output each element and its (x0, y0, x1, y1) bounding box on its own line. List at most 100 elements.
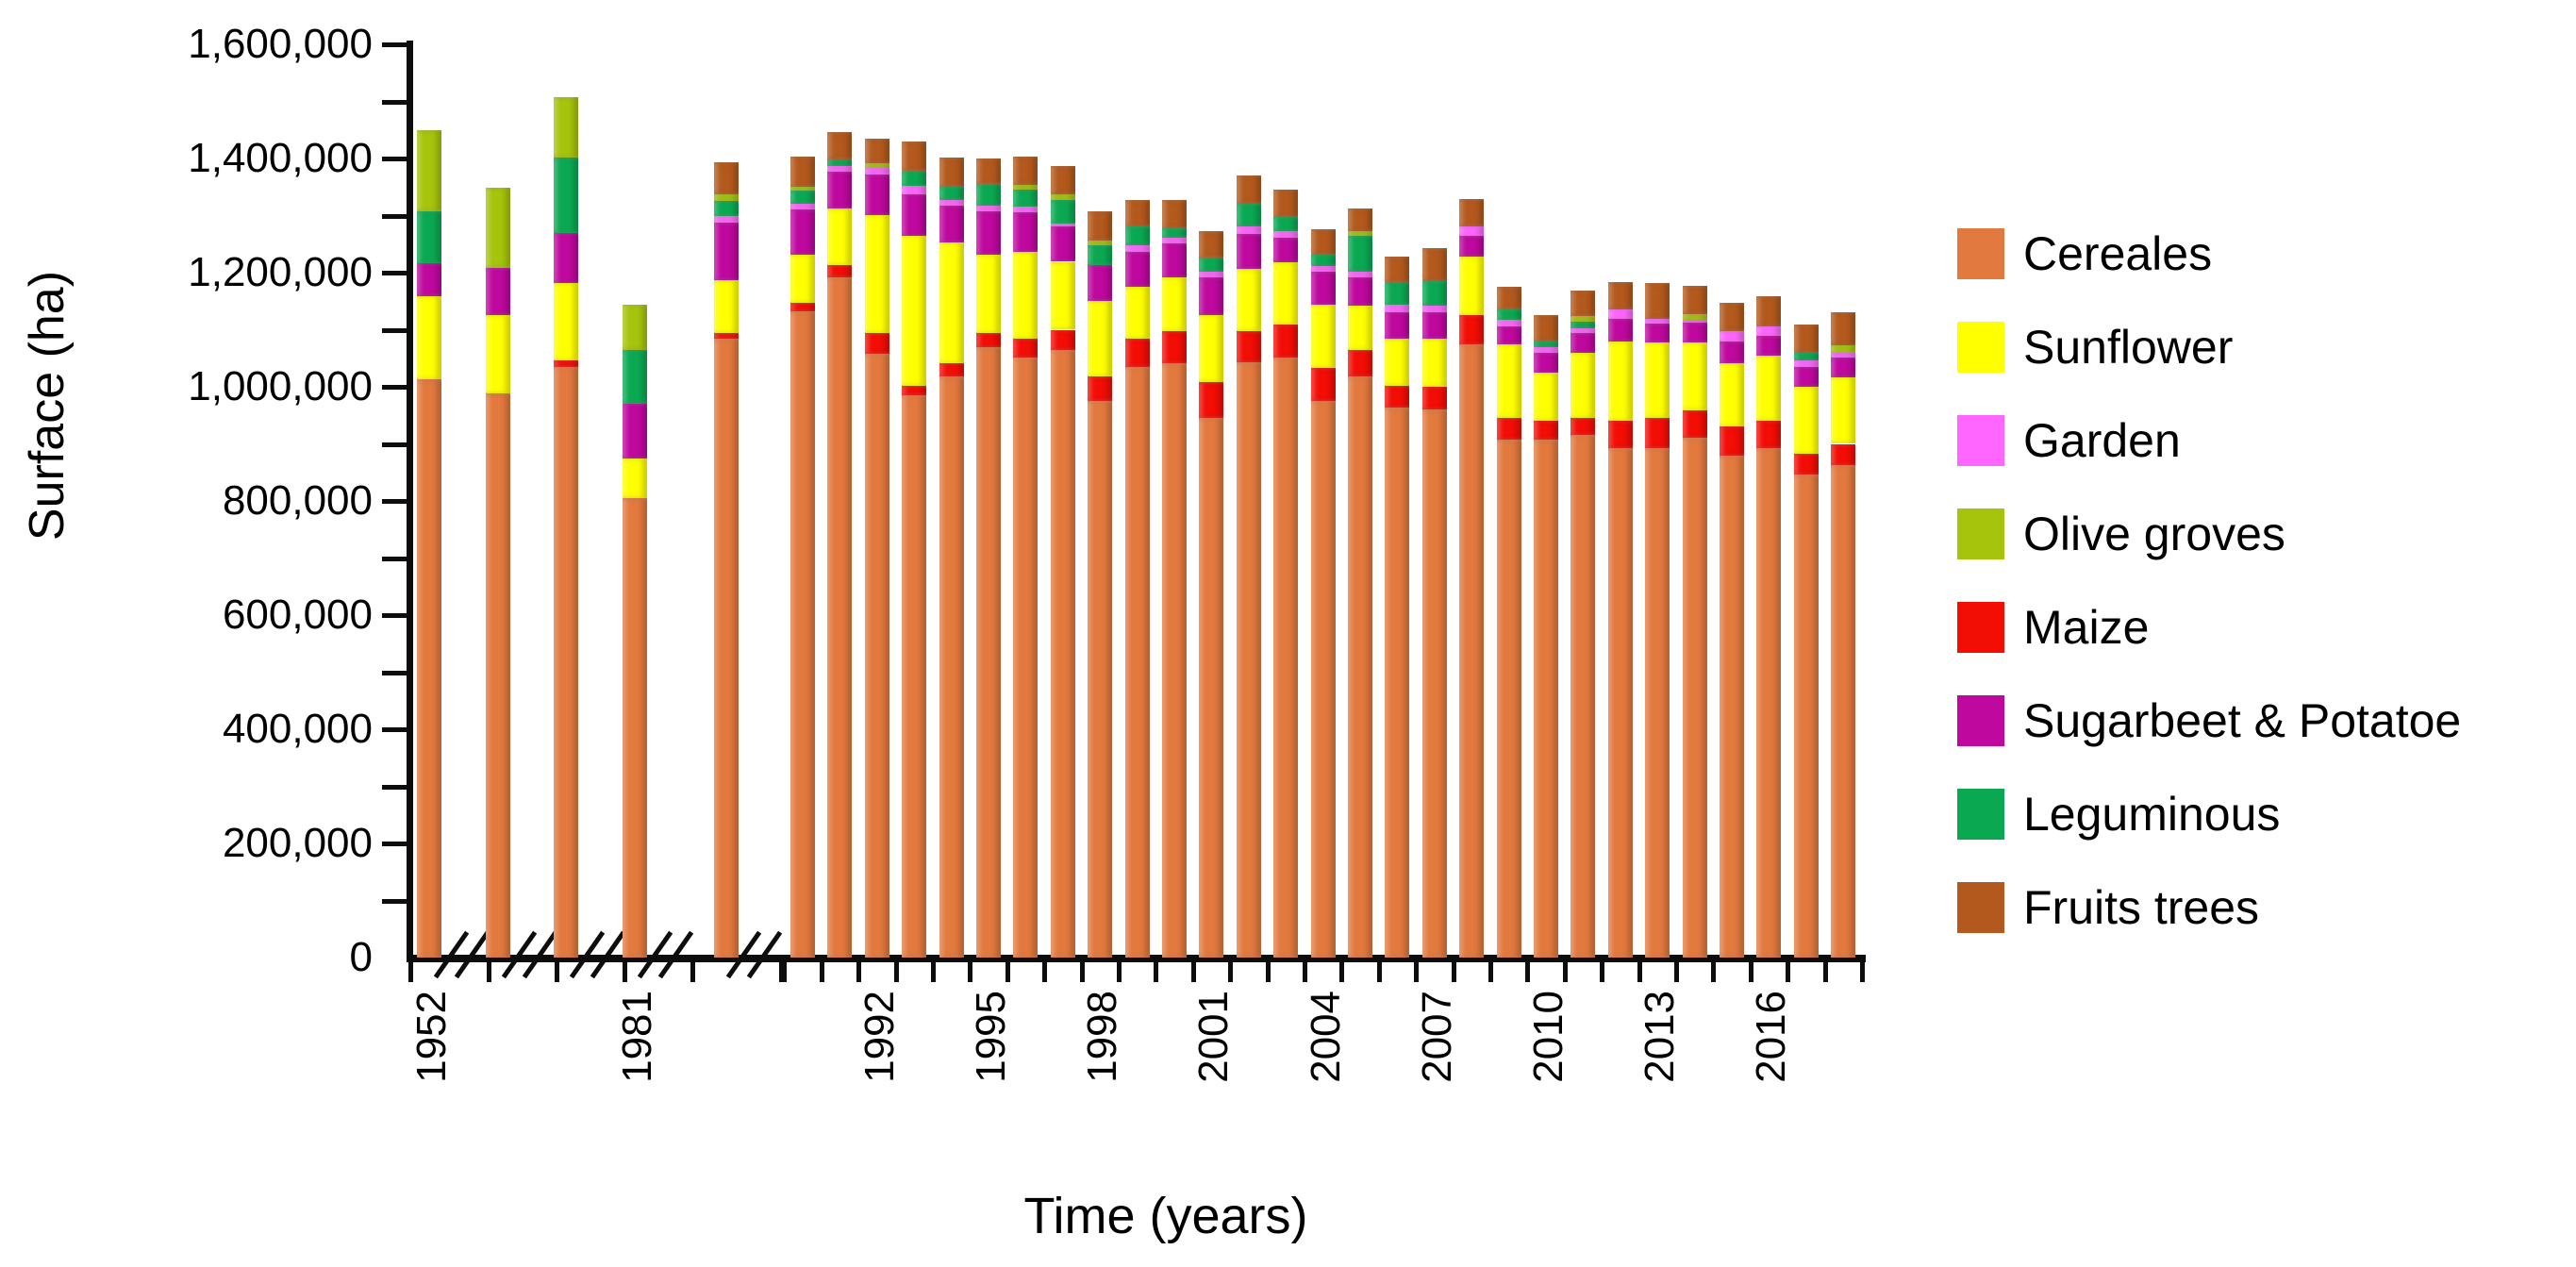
bar-segment-sugarbeet-potatoe (554, 232, 578, 284)
bar-segment-fruits-trees (864, 138, 889, 163)
bar-segment-garden (939, 200, 964, 206)
bar-segment-garden (714, 216, 739, 223)
bar-segment-maize (1607, 420, 1633, 448)
bar-segment-sugarbeet-potatoe (790, 208, 815, 256)
bar-segment-fruits-trees (1831, 311, 1856, 346)
bar-segment-leguminous (790, 191, 815, 204)
bar-segment-maize (1162, 331, 1187, 363)
x-axis-tick (930, 958, 936, 982)
bar-segment-fruits-trees (1793, 325, 1819, 354)
bar-segment-cereales (714, 338, 739, 958)
bar-segment-sunflower (1385, 338, 1410, 386)
bar-segment-sugarbeet-potatoe (1199, 276, 1224, 316)
bar-segment-sugarbeet-potatoe (939, 205, 964, 242)
bar-segment-maize (1013, 338, 1039, 358)
bar-segment-leguminous (1496, 308, 1521, 321)
x-axis-tick (856, 958, 862, 982)
y-axis-line (407, 41, 413, 961)
bar-segment-garden (1459, 225, 1485, 236)
bar-segment-sunflower (417, 295, 441, 380)
bar-segment-olive-groves (623, 304, 647, 351)
bar-segment-olive-groves (790, 186, 815, 192)
x-tick-label: 2007 (1413, 991, 1460, 1083)
x-tick-label: 1998 (1079, 991, 1126, 1083)
x-axis-tick (1673, 958, 1679, 982)
bar-segment-fruits-trees (1720, 303, 1744, 332)
x-axis-tick (1786, 958, 1791, 982)
bar-segment-garden (1571, 328, 1596, 334)
bar-segment-leguminous (417, 211, 441, 263)
bar-segment-sunflower (714, 279, 739, 333)
bar-segment-sunflower (1421, 338, 1447, 387)
legend-swatch-icon (1957, 228, 2004, 279)
x-axis-tick (1487, 958, 1493, 982)
legend-swatch-icon (1957, 602, 2004, 653)
bar-segment-cereales (827, 277, 853, 958)
bar-segment-sunflower (1310, 305, 1336, 369)
bar-segment-cereales (1162, 362, 1187, 958)
y-axis-tick (382, 784, 407, 790)
bar-segment-cereales (864, 353, 889, 958)
bar-segment-fruits-trees (1348, 208, 1372, 231)
bar-segment-sugarbeet-potatoe (1348, 276, 1372, 307)
bar-segment-leguminous (939, 187, 964, 201)
bar-segment-sugarbeet-potatoe (486, 267, 510, 316)
bar-segment-garden (1013, 207, 1039, 212)
bar-segment-fruits-trees (714, 162, 739, 194)
x-axis-title: Time (years) (1023, 1188, 1308, 1244)
bar-segment-garden (976, 205, 1001, 212)
bar-segment-garden (1348, 271, 1372, 277)
bar-segment-sunflower (1534, 372, 1558, 421)
x-axis-tick (968, 958, 973, 982)
x-axis-tick (1822, 958, 1828, 982)
bar-segment-cereales (1273, 357, 1299, 958)
bar-segment-leguminous (1050, 199, 1075, 224)
bar-segment-cereales (902, 395, 927, 958)
bar-segment-garden (864, 168, 889, 175)
bar-segment-leguminous (1348, 235, 1372, 272)
bar-segment-cereales (417, 379, 441, 958)
bar-segment-sugarbeet-potatoe (1756, 336, 1782, 356)
y-axis-tick (382, 842, 407, 846)
bar-segment-leguminous (1534, 341, 1558, 348)
bar-segment-olive-groves (1050, 194, 1075, 200)
bar-segment-sugarbeet-potatoe (714, 222, 739, 280)
y-axis-title: Surface (ha) (20, 270, 75, 542)
bar-segment-garden (1310, 266, 1336, 273)
bar-segment-cereales (1645, 447, 1670, 958)
bar-segment-fruits-trees (790, 157, 815, 187)
x-axis-line (407, 955, 1866, 962)
legend-swatch-icon (1957, 882, 2004, 933)
bar-segment-maize (1571, 417, 1596, 435)
bar-segment-olive-groves (714, 193, 739, 202)
bar-segment-leguminous (1793, 353, 1819, 360)
bar-segment-olive-groves (864, 162, 889, 169)
bar-segment-sunflower (1682, 342, 1707, 411)
bar-segment-sunflower (976, 255, 1001, 334)
bar-segment-sunflower (1756, 355, 1782, 421)
legend-swatch-icon (1957, 508, 2004, 559)
bar-segment-sunflower (1645, 342, 1670, 418)
bar-segment-fruits-trees (1421, 247, 1447, 282)
x-axis-tick (1005, 958, 1010, 982)
bar-segment-cereales (1421, 409, 1447, 958)
bar-segment-leguminous (1162, 227, 1187, 239)
bar-segment-sugarbeet-potatoe (1421, 312, 1447, 339)
x-axis-tick (690, 958, 695, 982)
bar-segment-olive-groves (1348, 230, 1372, 236)
x-axis-tick (1859, 958, 1865, 982)
bar-segment-cereales (486, 393, 510, 958)
legend-swatch-icon (1957, 789, 2004, 840)
bar-segment-garden (1124, 244, 1150, 253)
bar-segment-garden (1050, 223, 1075, 226)
bar-segment-maize (1348, 350, 1372, 377)
bar-segment-cereales (1013, 357, 1039, 958)
y-tick-label: 600,000 (222, 592, 373, 638)
bar-segment-cereales (1348, 376, 1372, 958)
x-tick-label: 1952 (408, 991, 455, 1083)
bar-segment-olive-groves (554, 96, 578, 158)
y-axis-tick (382, 898, 407, 904)
x-axis-tick (1376, 958, 1382, 982)
bar-segment-cereales (1459, 343, 1485, 958)
bar-segment-fruits-trees (1607, 281, 1633, 309)
